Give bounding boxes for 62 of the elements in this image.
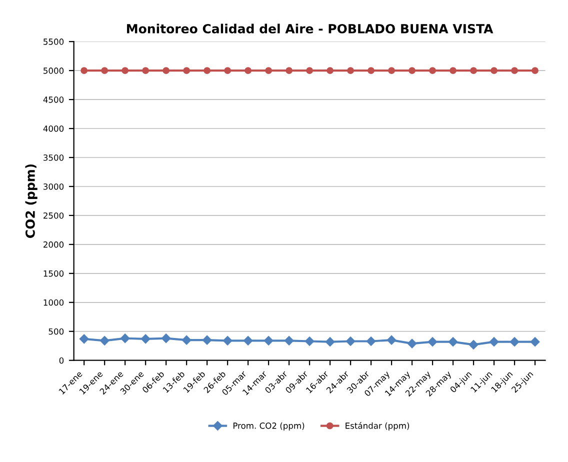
point — [142, 67, 150, 74]
point — [408, 67, 416, 74]
y-tick-label: 5500 — [44, 38, 64, 45]
y-tick-label: 3000 — [44, 183, 64, 190]
point — [368, 67, 375, 74]
point — [122, 67, 129, 74]
point — [100, 336, 110, 346]
point — [366, 336, 376, 346]
point — [182, 335, 192, 345]
legend-label: Prom. CO2 (ppm) — [233, 422, 304, 430]
point — [306, 67, 314, 74]
point — [388, 67, 396, 74]
point — [286, 67, 293, 74]
point — [326, 67, 334, 74]
point — [120, 334, 130, 343]
point — [511, 67, 518, 74]
point — [222, 336, 232, 346]
point — [304, 336, 314, 346]
point — [530, 337, 540, 346]
y-tick-label: 4500 — [43, 96, 64, 103]
point — [224, 67, 232, 74]
y-tick-label: 0 — [59, 357, 64, 364]
point — [162, 67, 170, 74]
point — [489, 337, 499, 346]
point — [407, 338, 417, 348]
y-tick-label: 4000 — [43, 126, 64, 132]
point — [183, 67, 190, 74]
point — [244, 67, 252, 74]
point — [79, 334, 89, 344]
point — [428, 337, 438, 346]
point — [140, 334, 150, 344]
point — [101, 67, 108, 74]
point — [386, 335, 396, 345]
point — [325, 337, 335, 346]
point — [161, 334, 171, 343]
point — [347, 67, 354, 74]
point — [80, 67, 88, 74]
point — [510, 337, 520, 346]
point — [532, 67, 539, 74]
point — [450, 67, 457, 74]
legend-label: Estándar (ppm) — [346, 422, 410, 430]
point — [264, 336, 274, 346]
y-tick-label: 5000 — [44, 68, 64, 74]
y-axis-title: CO2 (ppm) — [25, 164, 38, 238]
y-tick-label: 2500 — [44, 212, 64, 219]
point — [470, 67, 478, 74]
y-tick-label: 3500 — [44, 154, 64, 161]
point — [243, 336, 253, 346]
point — [490, 67, 498, 74]
chart-title: Monitoreo Calidad del Aire - POBLADO BUENA VISTA — [127, 24, 494, 34]
point — [448, 337, 458, 346]
y-tick-label: 500 — [48, 328, 64, 335]
point — [265, 67, 272, 74]
point — [429, 67, 436, 74]
y-tick-label: 1000 — [44, 299, 64, 306]
point — [284, 336, 294, 346]
y-tick-label: 2000 — [44, 241, 64, 248]
point — [202, 335, 212, 345]
point — [346, 336, 356, 346]
point — [468, 340, 478, 350]
y-tick-label: 1500 — [44, 270, 64, 277]
point — [204, 67, 211, 74]
